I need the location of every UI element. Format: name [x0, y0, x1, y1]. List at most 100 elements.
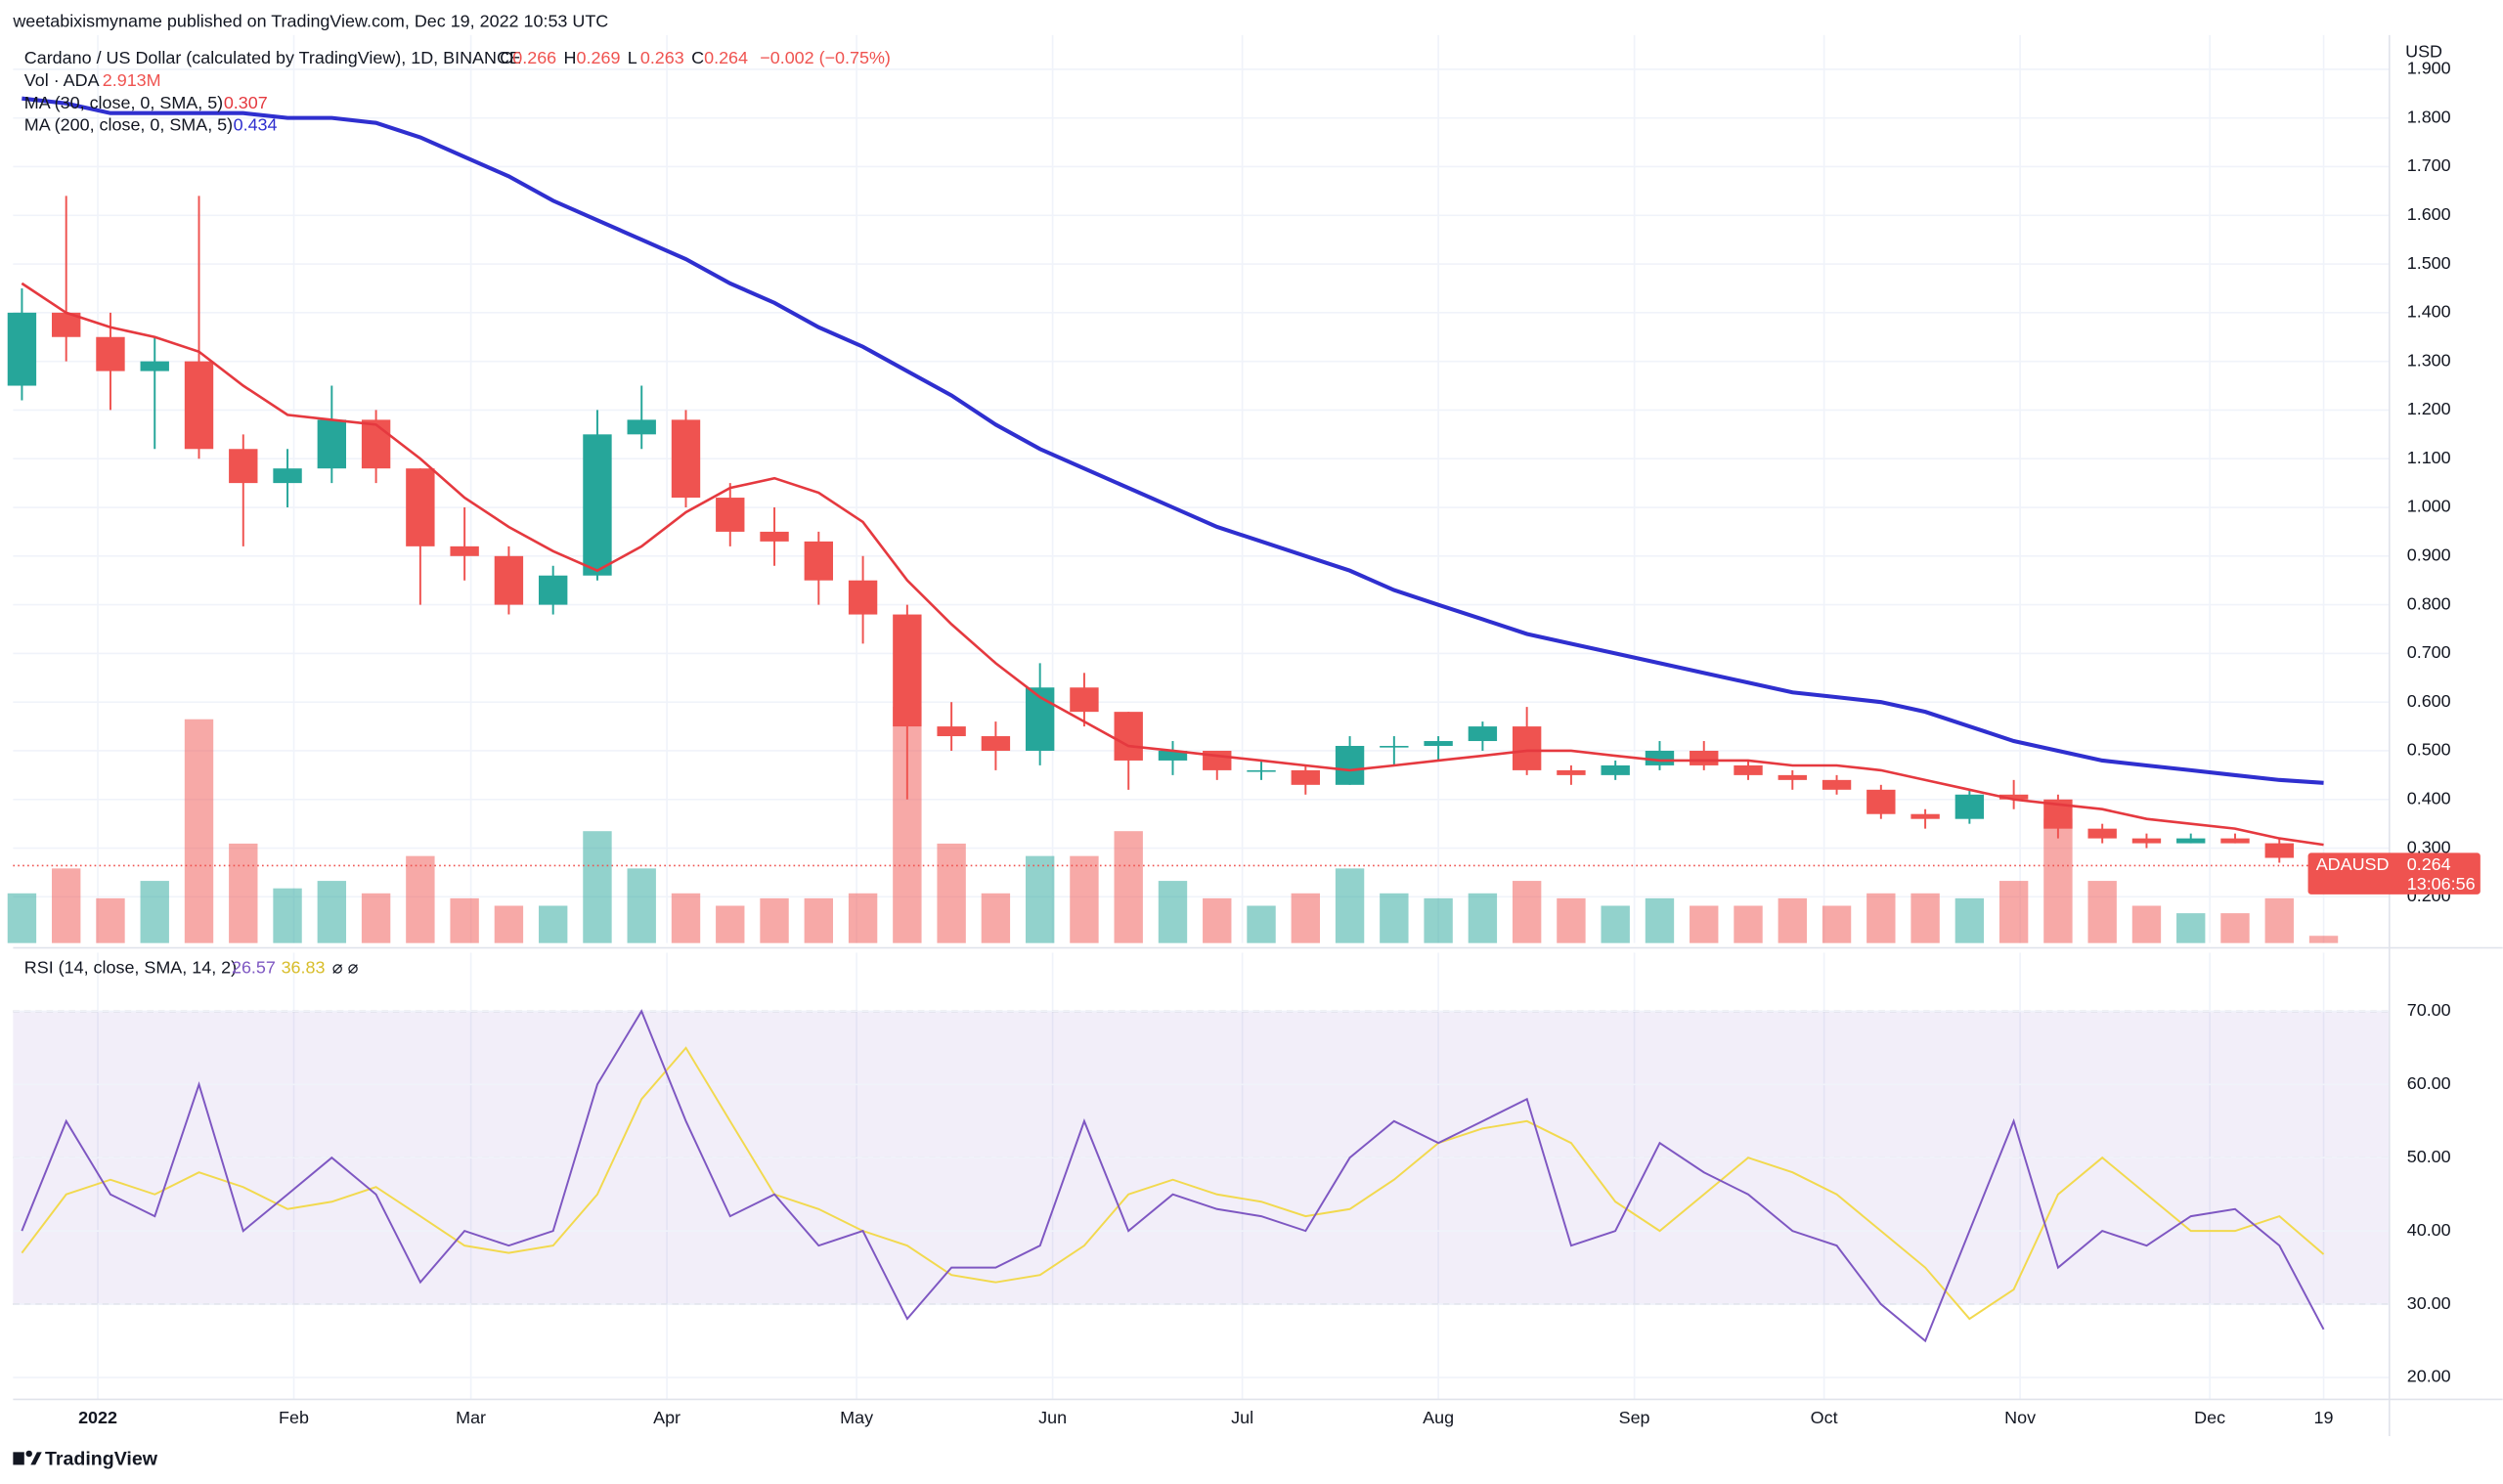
- volume-bar: [1291, 893, 1320, 943]
- candle-body: [140, 361, 169, 371]
- ohlc-value: 0.263: [640, 48, 684, 67]
- volume-bar: [2176, 913, 2206, 943]
- volume-bar: [273, 888, 302, 943]
- rsi-tick-label: 70.00: [2407, 1000, 2451, 1020]
- volume-bar: [981, 893, 1011, 943]
- x-tick-label: Sep: [1619, 1408, 1650, 1427]
- candle-body: [2220, 838, 2250, 844]
- x-tick-label: Aug: [1423, 1408, 1454, 1427]
- candle-body: [317, 419, 347, 469]
- candle-body: [1910, 813, 1940, 819]
- candle-body: [1424, 741, 1453, 747]
- volume-bar: [1335, 868, 1365, 943]
- volume-bar: [1380, 893, 1409, 943]
- x-tick-label: Dec: [2194, 1408, 2225, 1427]
- volume-bar: [184, 719, 214, 943]
- candle-body: [1557, 769, 1586, 775]
- y-tick-label: 0.700: [2407, 642, 2451, 662]
- volume-legend: Vol · ADA: [24, 70, 100, 90]
- x-tick-label: Mar: [456, 1408, 486, 1427]
- candle-body: [1247, 769, 1276, 772]
- ma-legend-value: 0.434: [234, 115, 278, 135]
- volume-bar: [1557, 897, 1586, 943]
- volume-bar: [937, 843, 966, 943]
- volume-bar: [627, 868, 656, 943]
- volume-bar: [848, 893, 878, 943]
- candle-body: [229, 449, 258, 484]
- y-tick-label: 0.500: [2407, 740, 2451, 760]
- volume-bar: [7, 893, 37, 943]
- y-tick-label: 1.000: [2407, 497, 2451, 516]
- volume-bar: [1954, 897, 1985, 943]
- last-price-countdown: 13:06:56: [2407, 874, 2476, 894]
- x-tick-label: Oct: [1811, 1408, 1838, 1427]
- y-tick-label: 1.200: [2407, 399, 2451, 418]
- y-tick-label: 1.500: [2407, 253, 2451, 273]
- candle-body: [1645, 750, 1675, 765]
- volume-bar: [760, 897, 789, 943]
- volume-legend-value: 2.913M: [103, 70, 161, 90]
- ohlc-letter: C: [691, 48, 704, 67]
- last-price-symbol: ADAUSD: [2316, 854, 2390, 874]
- candle-body: [981, 736, 1011, 751]
- candle-body: [1380, 746, 1409, 748]
- volume-bar: [140, 881, 169, 943]
- volume-bar: [450, 897, 479, 943]
- price-change: −0.002 (−0.75%): [760, 48, 891, 67]
- x-tick-label: Jul: [1231, 1408, 1253, 1427]
- volume-bar: [1998, 881, 2029, 943]
- ma-legend: MA (30, close, 0, SMA, 5): [24, 93, 223, 112]
- volume-bar: [1645, 897, 1675, 943]
- volume-bar: [2043, 818, 2073, 943]
- candle-body: [1822, 779, 1852, 790]
- candle-body: [893, 614, 922, 727]
- candle-body: [1866, 789, 1896, 814]
- price-axis-unit: USD: [2405, 42, 2442, 62]
- x-tick-label: 19: [2314, 1408, 2334, 1427]
- candle-body: [538, 575, 568, 605]
- volume-bar: [1247, 905, 1276, 943]
- volume-bar: [538, 905, 568, 943]
- y-tick-label: 0.800: [2407, 593, 2451, 613]
- moving-average-line: [21, 282, 2324, 847]
- candle-body: [2087, 828, 2117, 839]
- candle-body: [450, 546, 479, 556]
- volume-bar: [52, 868, 81, 943]
- x-tick-label: Jun: [1038, 1408, 1067, 1427]
- volume-bar: [2264, 897, 2294, 943]
- ma-legend-value: 0.307: [224, 93, 268, 112]
- candle-body: [716, 498, 745, 532]
- y-tick-label: 0.300: [2407, 837, 2451, 856]
- x-tick-label: Nov: [2004, 1408, 2036, 1427]
- y-tick-label: 1.400: [2407, 302, 2451, 322]
- volume-bar: [1468, 893, 1498, 943]
- volume-bar: [1778, 897, 1807, 943]
- candle-body: [671, 419, 701, 499]
- volume-bar: [1114, 831, 1143, 943]
- ohlc-letter: H: [563, 48, 576, 67]
- y-tick-label: 1.600: [2407, 204, 2451, 224]
- candle-body: [1335, 746, 1365, 785]
- volume-bar: [1070, 855, 1099, 943]
- volume-bar: [229, 843, 258, 943]
- last-price-value: 0.264: [2407, 854, 2451, 874]
- volume-bar: [583, 831, 612, 943]
- candle-body: [7, 312, 37, 386]
- candle-body: [1158, 750, 1188, 761]
- volume-bar: [1424, 897, 1453, 943]
- volume-bar: [1025, 855, 1055, 943]
- rsi-legend-extra: ⌀ ⌀: [332, 958, 359, 978]
- volume-bar: [406, 855, 435, 943]
- rsi-tick-label: 60.00: [2407, 1073, 2451, 1093]
- last-price-tag: [2307, 852, 2481, 895]
- ohlc-value: 0.266: [512, 48, 556, 67]
- y-tick-label: 0.900: [2407, 546, 2451, 565]
- candle-body: [2131, 838, 2162, 844]
- volume-bar: [1512, 881, 1542, 943]
- volume-bar: [96, 897, 125, 943]
- volume-bar: [1601, 905, 1630, 943]
- volume-bar: [804, 897, 833, 943]
